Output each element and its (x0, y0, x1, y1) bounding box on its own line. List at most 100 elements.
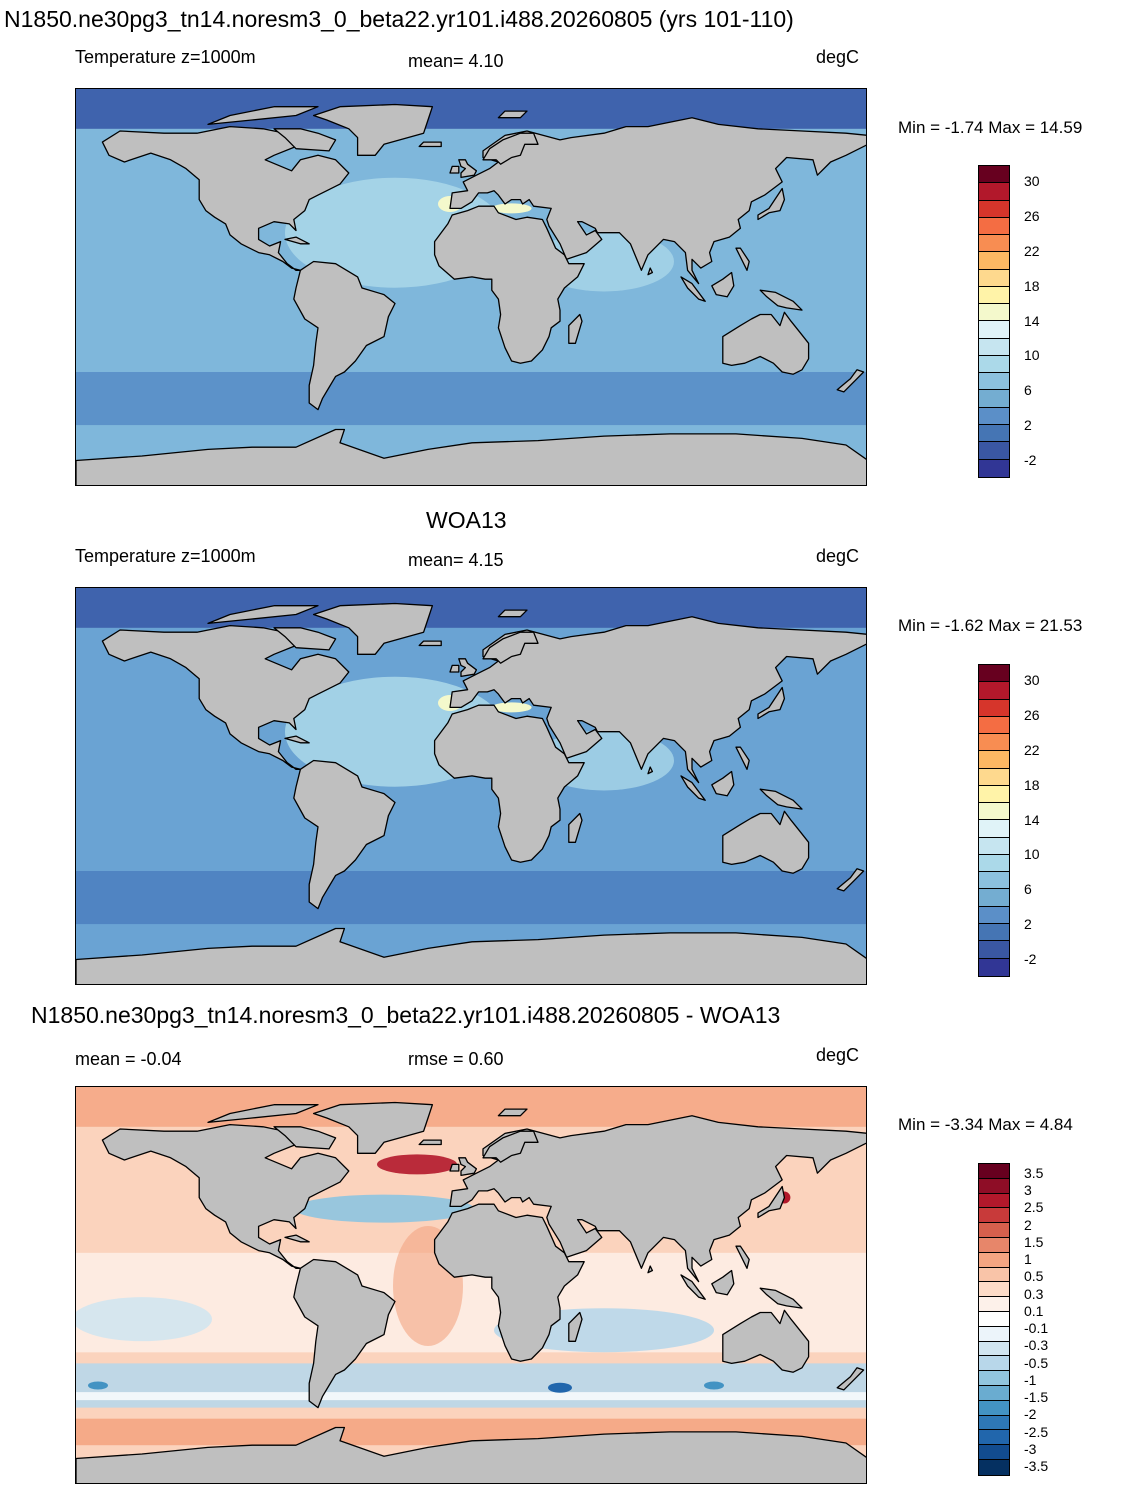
land-scandinavia (482, 132, 539, 165)
colorbar-swatch (979, 1430, 1009, 1446)
colorbar-swatch (979, 373, 1009, 391)
colorbar-swatch (979, 286, 1009, 305)
colorbar-swatch (979, 235, 1009, 253)
colorbar-swatch (979, 1164, 1009, 1179)
land-srilanka (647, 267, 654, 276)
land-samerica (293, 759, 396, 910)
colorbar-swatch (979, 1400, 1009, 1416)
land-iceland (418, 1139, 442, 1146)
panel1-title: N1850.ne30pg3_tn14.noresm3_0_beta22.yr10… (4, 6, 794, 32)
colorbar-tick-label: 18 (1024, 277, 1040, 294)
colorbar-swatch (979, 1267, 1009, 1283)
colorbar-tick-label: 2 (1024, 416, 1032, 433)
colorbar-swatch (979, 304, 1009, 322)
colorbar-tick-label: -3.5 (1024, 1458, 1049, 1474)
panel1-units: degC (816, 47, 860, 67)
land-philippines (735, 1245, 750, 1269)
land-borneo (711, 271, 735, 298)
land-arcticislands (207, 605, 319, 625)
land-srilanka (647, 766, 654, 775)
land-australia (722, 311, 810, 375)
panel1-map (75, 88, 867, 486)
colorbar-swatch (979, 459, 1009, 477)
land-namerica (101, 125, 350, 271)
colorbar-swatch (979, 1193, 1009, 1209)
land-newzealand (836, 369, 865, 393)
land-antarctica (76, 1426, 866, 1483)
land-eurasia (449, 616, 866, 784)
colorbar-swatch (979, 837, 1009, 855)
land-madagascar (568, 812, 583, 843)
colorbar-tick-label: -2.5 (1024, 1423, 1049, 1440)
land-newguinea (759, 788, 803, 810)
land-philippines (735, 746, 750, 770)
panel1-mean-label: mean= 4.10 (408, 51, 504, 71)
colorbar-tick-label: 1.5 (1024, 1233, 1044, 1250)
land-namerica (101, 624, 350, 770)
colorbar-swatch (979, 906, 1009, 924)
colorbar-swatch (979, 424, 1009, 443)
land-greenland (312, 602, 434, 655)
land-newguinea (759, 289, 803, 311)
colorbar-swatch (979, 803, 1009, 821)
colorbar-swatch (979, 1341, 1009, 1357)
colorbar-tick-label: 0.3 (1024, 1285, 1044, 1302)
land-arcticislands (207, 1104, 319, 1124)
land-greenland (312, 103, 434, 156)
land-antarctica (76, 428, 866, 485)
colorbar-swatch (979, 785, 1009, 804)
colorbar-tick-label: 26 (1024, 707, 1040, 724)
colorbar-swatch (979, 751, 1009, 769)
colorbar-tick-label: 0.1 (1024, 1302, 1044, 1319)
colorbar-swatch (979, 1178, 1009, 1194)
colorbar-swatch (979, 338, 1009, 356)
land-ireland (449, 165, 460, 174)
land-africa (433, 704, 585, 863)
colorbar-swatch (979, 183, 1009, 201)
colorbar-tick-label: 1 (1024, 1251, 1032, 1268)
colorbar-swatch (979, 665, 1009, 683)
colorbar-swatch (979, 958, 1009, 976)
land-australia (722, 810, 810, 874)
land-svalbard (497, 609, 528, 618)
land-britain (458, 1157, 478, 1177)
colorbar-swatch (979, 889, 1009, 907)
land-greenland (312, 1101, 434, 1154)
panel1-variable-label: Temperature z=1000m (75, 47, 256, 67)
land-newzealand (836, 868, 865, 892)
land-samerica (293, 1258, 396, 1409)
panel3-units: degC (816, 1045, 860, 1065)
colorbar-swatch (979, 217, 1009, 236)
land-cuba (284, 236, 310, 245)
colorbar-swatch (979, 1415, 1009, 1431)
colorbar-tick-label: 10 (1024, 846, 1040, 863)
colorbar-tick-label: 2 (1024, 1216, 1032, 1233)
colorbar-tick-label: -1.5 (1024, 1389, 1049, 1406)
panel3-minmax: Min = -3.34 Max = 4.84 (898, 1115, 1073, 1134)
panel3-rmse-label: rmse = 0.60 (408, 1049, 504, 1069)
land-newzealand (836, 1367, 865, 1391)
colorbar-swatch (979, 734, 1009, 752)
land-svalbard (497, 110, 528, 119)
colorbar-swatch (979, 442, 1009, 460)
colorbar-swatch (979, 1252, 1009, 1268)
colorbar-swatch (979, 923, 1009, 942)
land-borneo (711, 770, 735, 797)
panel3-colorbar (978, 1163, 1010, 1476)
panel3-title: N1850.ne30pg3_tn14.noresm3_0_beta22.yr10… (31, 1002, 781, 1028)
colorbar-tick-label: -3 (1024, 1440, 1037, 1457)
colorbar-tick-label: 30 (1024, 173, 1040, 190)
colorbar-tick-label: 18 (1024, 776, 1040, 793)
colorbar-tick-label: -0.3 (1024, 1337, 1049, 1354)
colorbar-swatch (979, 820, 1009, 838)
colorbar-swatch (979, 1311, 1009, 1327)
colorbar-swatch (979, 1297, 1009, 1312)
land-africa (433, 205, 585, 364)
land-baffin (273, 128, 337, 152)
colorbar-swatch (979, 716, 1009, 735)
land-sumatra (680, 775, 706, 801)
panel1-colorbar (978, 165, 1010, 478)
colorbar-tick-label: -2 (1024, 950, 1037, 967)
colorbar-swatch (979, 1237, 1009, 1253)
colorbar-swatch (979, 407, 1009, 425)
